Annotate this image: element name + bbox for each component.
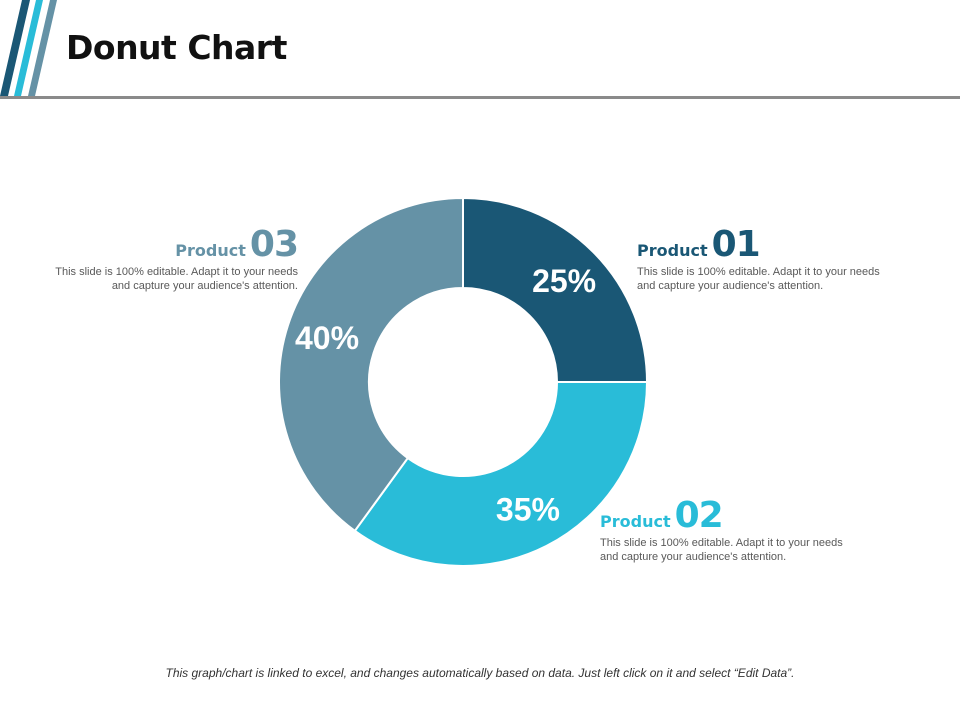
callout-description: This slide is 100% editable. Adapt it to…	[55, 266, 298, 292]
callout-number: 02	[674, 495, 724, 536]
callout-description: This slide is 100% editable. Adapt it to…	[600, 537, 843, 563]
callout-product-01: Product 01 This slide is 100% editable. A…	[637, 227, 897, 293]
stripe-gray	[28, 0, 57, 96]
callout-word: Product	[600, 512, 671, 531]
callout-product-02: Product 02 This slide is 100% editable. A…	[600, 498, 860, 564]
page-title: Donut Chart	[66, 28, 287, 67]
callout-product-03: Product 03 This slide is 100% editable. A…	[38, 224, 299, 293]
callout-word: Product	[175, 241, 246, 260]
slice-label-1: 25%	[532, 263, 596, 299]
slice-label-2: 35%	[496, 491, 560, 527]
callout-heading: Product 03	[38, 224, 299, 265]
donut-slice-3	[278, 196, 464, 533]
donut-slice-1	[462, 196, 649, 383]
stripe-cyan	[14, 0, 43, 96]
callout-heading: Product 01	[637, 227, 897, 263]
slice-label-3: 40%	[295, 320, 359, 356]
decorative-stripes	[0, 0, 57, 96]
callout-number: 03	[249, 224, 299, 265]
callout-word: Product	[637, 241, 708, 260]
callout-description: This slide is 100% editable. Adapt it to…	[637, 266, 880, 292]
callout-number: 01	[711, 224, 761, 265]
stripe-dark	[0, 0, 30, 96]
donut-slice-2	[353, 381, 649, 567]
title-divider	[0, 96, 960, 99]
footer-note: This graph/chart is linked to excel, and…	[165, 666, 795, 680]
callout-heading: Product 02	[600, 498, 860, 534]
